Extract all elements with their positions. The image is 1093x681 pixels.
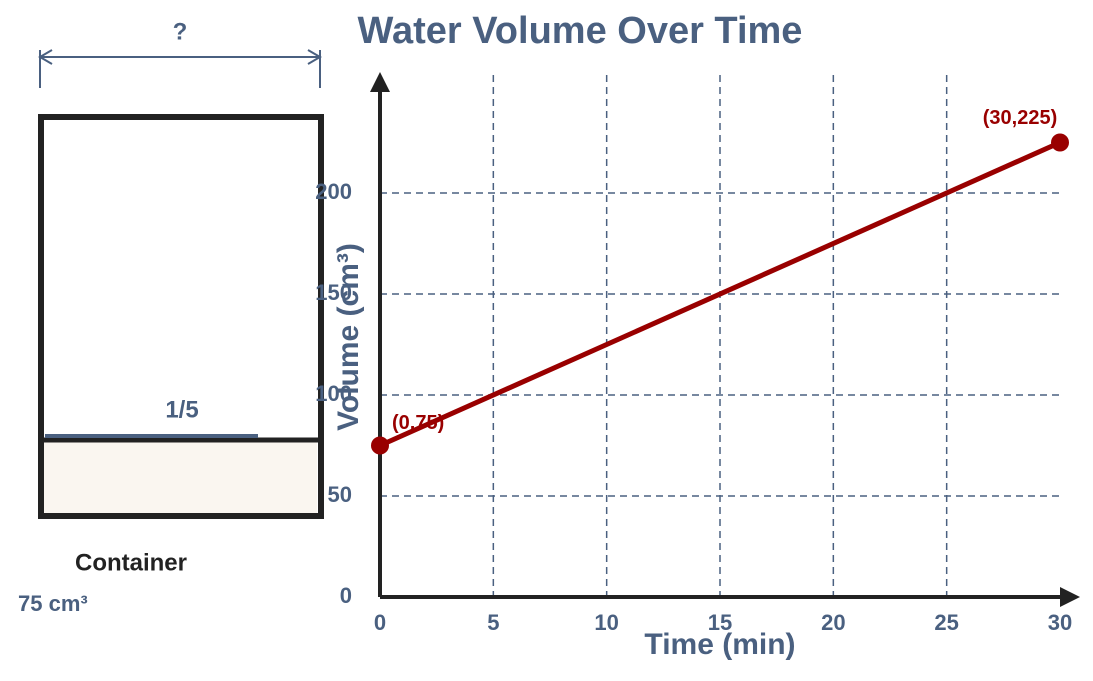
data-point <box>371 436 389 455</box>
y-tick-label: 100 <box>315 381 352 406</box>
y-tick-label: 0 <box>340 583 352 608</box>
x-tick-label: 15 <box>708 610 732 635</box>
x-tick-label: 5 <box>487 610 499 635</box>
chart-title: Water Volume Over Time <box>358 10 803 52</box>
y-tick-label: 50 <box>328 482 352 507</box>
plot: 0 50 100 150 200 0 5 10 15 20 25 30 (0,75) (30,225) <box>315 72 1080 635</box>
x-axis-label: Time (min) <box>644 628 795 661</box>
data-label: (0,75) <box>392 412 444 434</box>
container-diagram: ? 1/5 Container 75 cm³ <box>18 18 324 616</box>
container <box>38 114 324 519</box>
water <box>42 440 317 515</box>
y-axis-label: Volume (cm³) <box>332 243 365 431</box>
x-tick-label: 30 <box>1048 610 1072 635</box>
data-line <box>378 140 1062 448</box>
data-label: (30,225) <box>983 107 1058 129</box>
x-tick-label: 10 <box>594 610 618 635</box>
data-point <box>1051 133 1069 152</box>
volume-label: 75 cm³ <box>18 591 88 616</box>
x-axis-arrow <box>1060 587 1080 607</box>
x-tick-label: 25 <box>934 610 958 635</box>
fill-label: 1/5 <box>165 396 198 423</box>
x-tick-label: 20 <box>821 610 845 635</box>
y-tick-label: 200 <box>315 179 352 204</box>
width-label: ? <box>173 18 188 45</box>
container-label: Container <box>75 549 187 576</box>
y-axis-arrow <box>370 72 390 92</box>
x-tick-label: 0 <box>374 610 386 635</box>
y-tick-label: 150 <box>315 280 352 305</box>
